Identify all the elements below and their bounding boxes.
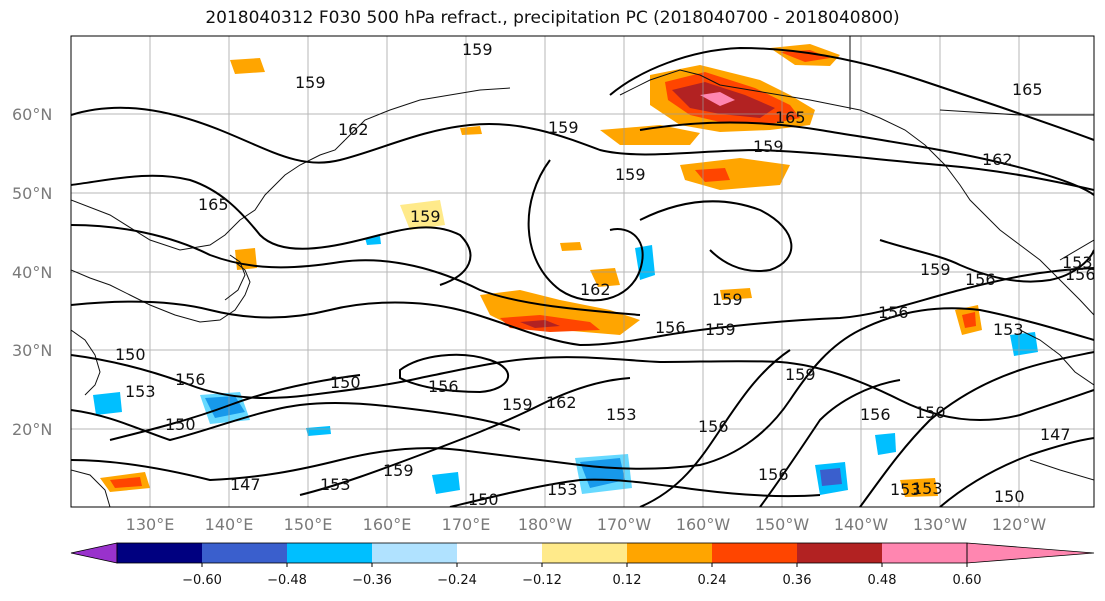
colorbar-tick-label: −0.24 bbox=[437, 573, 477, 588]
contour-label: 153 bbox=[890, 480, 921, 499]
contour-label: 153 bbox=[125, 382, 156, 401]
contour-label: 159 bbox=[462, 40, 493, 59]
contour-label: 159 bbox=[548, 118, 579, 137]
contour-label: 150 bbox=[165, 415, 196, 434]
contour-label: 156 bbox=[428, 377, 459, 396]
lat-label: 40°N bbox=[12, 263, 52, 282]
contour-label: 159 bbox=[785, 365, 816, 384]
contour-label: 159 bbox=[410, 207, 441, 226]
contour-label: 159 bbox=[383, 461, 414, 480]
lon-label: 130°E bbox=[126, 515, 175, 534]
lat-label: 60°N bbox=[12, 105, 52, 124]
colorbar-tick-label: 0.12 bbox=[613, 573, 642, 588]
contour-label: 162 bbox=[580, 280, 611, 299]
lon-label: 150°W bbox=[755, 515, 810, 534]
contour-label: 153 bbox=[606, 405, 637, 424]
contour-label: 147 bbox=[1040, 425, 1071, 444]
contour-label: 147 bbox=[230, 475, 261, 494]
colorbar-bin bbox=[372, 543, 457, 563]
colorbar-tick-label: −0.48 bbox=[267, 573, 307, 588]
contour-label: 159 bbox=[295, 73, 326, 92]
colorbar-tick-label: 0.36 bbox=[783, 573, 812, 588]
contour-label: 162 bbox=[338, 120, 369, 139]
contour-label: 159 bbox=[615, 165, 646, 184]
contour-label: 156 bbox=[698, 417, 729, 436]
contour-label: 165 bbox=[775, 108, 806, 127]
contour-label: 153 bbox=[912, 479, 943, 498]
coastlines bbox=[71, 36, 1094, 507]
colorbar-bin bbox=[712, 543, 797, 563]
colorbar-tick-label: −0.60 bbox=[182, 573, 222, 588]
contour-label: 153 bbox=[547, 480, 578, 499]
contour-label: 162 bbox=[982, 150, 1013, 169]
colorbar-tick-label: 0.60 bbox=[953, 573, 982, 588]
lon-label: 170°W bbox=[597, 515, 652, 534]
contour-label: 159 bbox=[502, 395, 533, 414]
lat-label: 50°N bbox=[12, 184, 52, 203]
contour-labels: 159 159 162 159 159 165 165 159 162 165 … bbox=[115, 40, 1096, 509]
contour-label: 165 bbox=[1012, 80, 1043, 99]
contour-label: 156 bbox=[175, 370, 206, 389]
colorbar: −0.60 −0.48 −0.36 −0.24 −0.12 0.12 0.24 … bbox=[70, 542, 1095, 588]
lon-label: 160°W bbox=[676, 515, 731, 534]
lon-label: 160°E bbox=[363, 515, 412, 534]
contour-label: 156 bbox=[878, 303, 909, 322]
contour-label: 150 bbox=[330, 373, 361, 392]
contour-label: 156 bbox=[758, 465, 789, 484]
colorbar-bin bbox=[117, 543, 202, 563]
lat-label: 20°N bbox=[12, 420, 52, 439]
colorbar-bin bbox=[457, 543, 542, 563]
contour-label: 159 bbox=[705, 320, 736, 339]
contour-label: 159 bbox=[753, 137, 784, 156]
colorbar-bin bbox=[287, 543, 372, 563]
contour-label: 165 bbox=[198, 195, 229, 214]
colorbar-max-extension bbox=[966, 542, 1095, 564]
colorbar-bin bbox=[797, 543, 882, 563]
contour-label: 150 bbox=[115, 345, 146, 364]
colorbar-min-extension bbox=[70, 542, 118, 564]
colorbar-tick-label: −0.36 bbox=[352, 573, 392, 588]
colorbar-tick-label: −0.12 bbox=[522, 573, 562, 588]
longitude-labels: 130°E 140°E 150°E 160°E 170°E 180°W 170°… bbox=[126, 515, 1047, 534]
colorbar-bin bbox=[542, 543, 627, 563]
colorbar-bin bbox=[627, 543, 712, 563]
contour-label: 153 bbox=[320, 475, 351, 494]
contour-label: 159 bbox=[712, 290, 743, 309]
lat-label: 30°N bbox=[12, 341, 52, 360]
contour-label: 159 bbox=[920, 260, 951, 279]
contour-label: 162 bbox=[546, 393, 577, 412]
map-title: 2018040312 F030 500 hPa refract., precip… bbox=[205, 8, 900, 28]
contour-lines bbox=[71, 46, 1094, 507]
contour-label: 156 bbox=[965, 270, 996, 289]
lon-label: 170°E bbox=[442, 515, 491, 534]
contour-label: 150 bbox=[468, 490, 499, 509]
contour-label: 153 bbox=[1062, 253, 1093, 272]
lon-label: 130°W bbox=[913, 515, 968, 534]
contour-label: 150 bbox=[994, 487, 1025, 506]
contour-label: 153 bbox=[993, 320, 1024, 339]
lon-label: 150°E bbox=[284, 515, 333, 534]
contour-label: 156 bbox=[1065, 265, 1096, 284]
map-frame bbox=[70, 35, 1095, 508]
contour-label: 156 bbox=[655, 318, 686, 337]
colorbar-tick-label: 0.24 bbox=[698, 573, 727, 588]
contour-label: 156 bbox=[860, 405, 891, 424]
colorbar-bin bbox=[882, 543, 967, 563]
lon-label: 140°W bbox=[834, 515, 889, 534]
lon-label: 120°W bbox=[992, 515, 1047, 534]
contour-label: 150 bbox=[915, 403, 946, 422]
latitude-labels: 60°N 50°N 40°N 30°N 20°N bbox=[12, 105, 52, 439]
lon-label: 140°E bbox=[205, 515, 254, 534]
colorbar-bin bbox=[202, 543, 287, 563]
colorbar-tick-label: 0.48 bbox=[868, 573, 897, 588]
lon-label: 180°W bbox=[518, 515, 573, 534]
